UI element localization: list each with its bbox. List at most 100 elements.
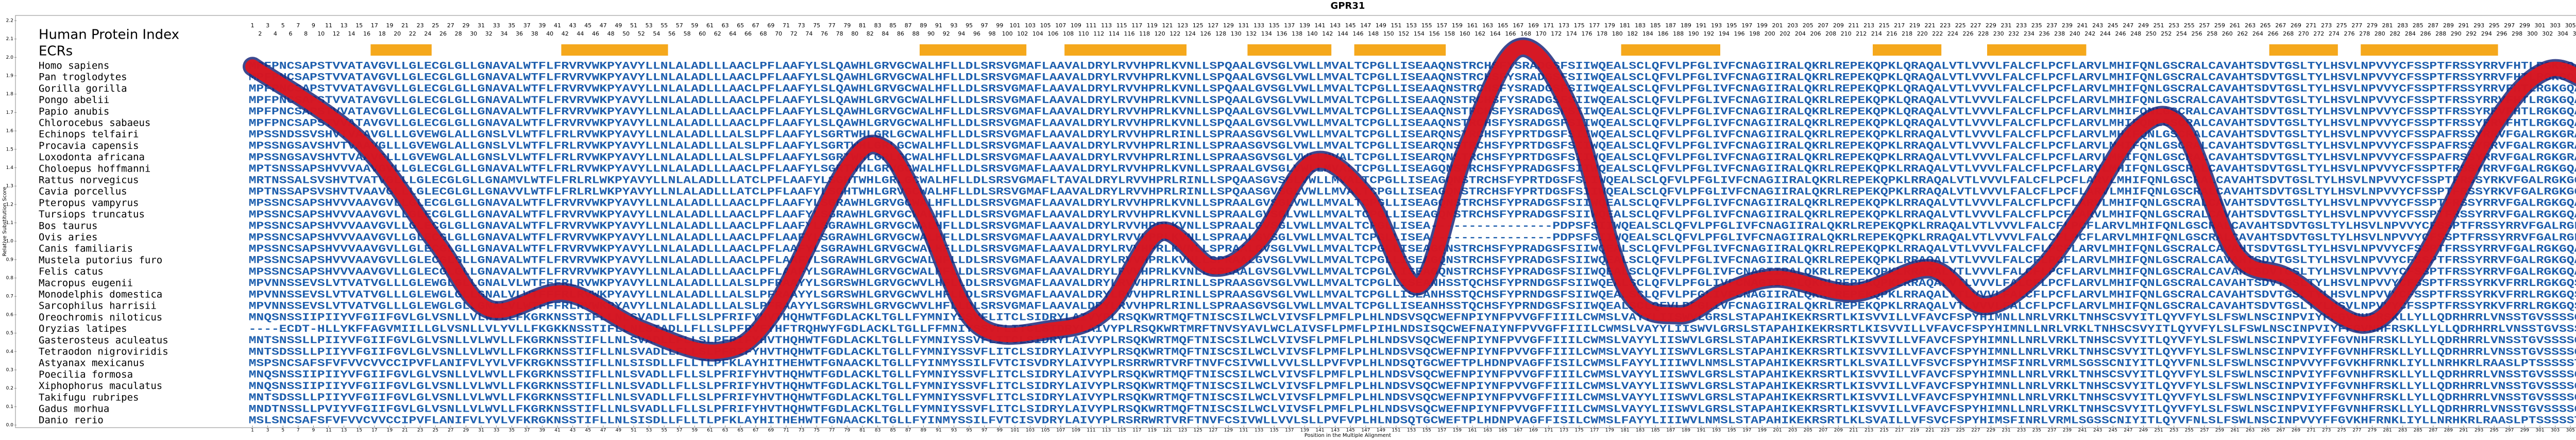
index-number: 103: [1025, 22, 1036, 29]
x-tick-label: 27: [448, 428, 453, 433]
index-number: 272: [2313, 30, 2324, 37]
x-tick-label: 161: [1468, 428, 1477, 433]
index-number: 197: [1741, 22, 1752, 29]
index-number: 294: [2481, 30, 2492, 37]
index-number: 238: [2054, 30, 2065, 37]
x-tick-label: 111: [1087, 428, 1095, 433]
index-number: 269: [2291, 22, 2301, 29]
x-tick-label: 223: [1941, 428, 1950, 433]
species-name: Homo sapiens: [39, 60, 109, 72]
index-number: 182: [1627, 30, 1638, 37]
index-number: 220: [1917, 30, 1928, 37]
index-number: 62: [714, 30, 721, 37]
index-number: 249: [2138, 22, 2149, 29]
x-tick-label: 95: [966, 428, 972, 433]
x-tick-label: 1: [251, 428, 254, 433]
index-number: 180: [1612, 30, 1623, 37]
index-number: 179: [1604, 22, 1615, 29]
index-number: 163: [1482, 22, 1493, 29]
index-number: 174: [1566, 30, 1577, 37]
x-tick-label: 3: [266, 428, 269, 433]
index-number: 29: [462, 22, 469, 29]
index-number: 215: [1879, 22, 1890, 29]
ecr-bar: [2269, 44, 2338, 56]
index-label: Human Protein Index: [39, 27, 179, 43]
index-number: 288: [2435, 30, 2446, 37]
index-number: 209: [1833, 22, 1844, 29]
y-tick-label: 1.0: [6, 239, 14, 244]
x-tick-label: 249: [2139, 428, 2148, 433]
x-tick-label: 291: [2459, 428, 2468, 433]
index-number: 270: [2298, 30, 2309, 37]
x-tick-label: 33: [494, 428, 499, 433]
y-tick-label: 1.9: [6, 74, 14, 79]
index-number: 279: [2367, 22, 2378, 29]
index-number: 139: [1299, 22, 1310, 29]
species-name: Poecilia formosa: [39, 369, 133, 380]
index-number: 98: [989, 30, 996, 37]
x-tick-label: 59: [692, 428, 698, 433]
index-number: 140: [1307, 30, 1318, 37]
index-number: 236: [2039, 30, 2050, 37]
y-tick-label: 1.7: [6, 110, 13, 115]
y-tick-label: 0.1: [6, 404, 13, 410]
index-number: 293: [2473, 22, 2484, 29]
index-number: 256: [2192, 30, 2202, 37]
x-tick-label: 265: [2261, 428, 2270, 433]
x-tick-label: 207: [1819, 428, 1827, 433]
species-name: Gasterosteus aculeatus: [39, 334, 168, 346]
x-tick-label: 185: [1651, 428, 1660, 433]
index-number: 217: [1894, 22, 1905, 29]
index-number: 82: [867, 30, 874, 37]
x-tick-label: 63: [722, 428, 728, 433]
index-number: 251: [2154, 22, 2164, 29]
species-name: Felis catus: [39, 266, 104, 277]
index-number: 48: [607, 30, 615, 37]
x-tick-label: 115: [1117, 428, 1126, 433]
index-number: 57: [676, 22, 683, 29]
index-number: 132: [1246, 30, 1257, 37]
x-tick-label: 19: [387, 428, 393, 433]
x-tick-label: 269: [2292, 428, 2300, 433]
index-number: 303: [2550, 22, 2561, 29]
x-tick-label: 89: [921, 428, 927, 433]
index-number: 35: [508, 22, 515, 29]
index-number: 254: [2176, 30, 2187, 37]
index-number: 204: [1795, 30, 1806, 37]
x-tick-label: 157: [1437, 428, 1446, 433]
index-number: 23: [417, 22, 424, 29]
index-number: 181: [1620, 22, 1631, 29]
index-number: 187: [1665, 22, 1676, 29]
index-number: 118: [1139, 30, 1150, 37]
index-number: 33: [493, 22, 500, 29]
index-number: 60: [699, 30, 706, 37]
species-name: Tetraodon nigroviridis: [39, 346, 168, 358]
ecr-bar: [2361, 44, 2498, 56]
y-tick-label: 0.3: [6, 367, 13, 373]
x-tick-label: 105: [1041, 428, 1050, 433]
sequence: MSLSNCSAFSFVFVVCVVCCIPVFLANIFVLYVLVFKRGK…: [249, 415, 2576, 427]
index-number: 216: [1887, 30, 1897, 37]
x-tick-label: 199: [1758, 428, 1767, 433]
x-tick-label: 155: [1422, 428, 1431, 433]
x-tick-label: 121: [1163, 428, 1172, 433]
species-name: Gorilla gorilla: [39, 83, 127, 94]
index-number: 305: [2565, 22, 2576, 29]
index-number: 210: [1841, 30, 1852, 37]
index-number: 21: [401, 22, 409, 29]
index-number: 199: [1757, 22, 1768, 29]
index-number: 186: [1658, 30, 1669, 37]
index-number: 17: [371, 22, 378, 29]
x-tick-label: 77: [829, 428, 835, 433]
index-number: 120: [1155, 30, 1165, 37]
index-number: 243: [2092, 22, 2103, 29]
chart-title: GPR31: [1331, 1, 1365, 11]
index-number: 207: [1818, 22, 1828, 29]
index-number: 114: [1109, 30, 1120, 37]
index-number: 86: [897, 30, 904, 37]
index-number: 155: [1421, 22, 1432, 29]
index-number: 302: [2542, 30, 2553, 37]
index-number: 87: [905, 22, 912, 29]
sequence: MNTSDSSLLPIIYVFGIIFGVLGLVSNLLVLWVLLFKGRK…: [249, 392, 2576, 404]
x-tick-label: 123: [1178, 428, 1187, 433]
